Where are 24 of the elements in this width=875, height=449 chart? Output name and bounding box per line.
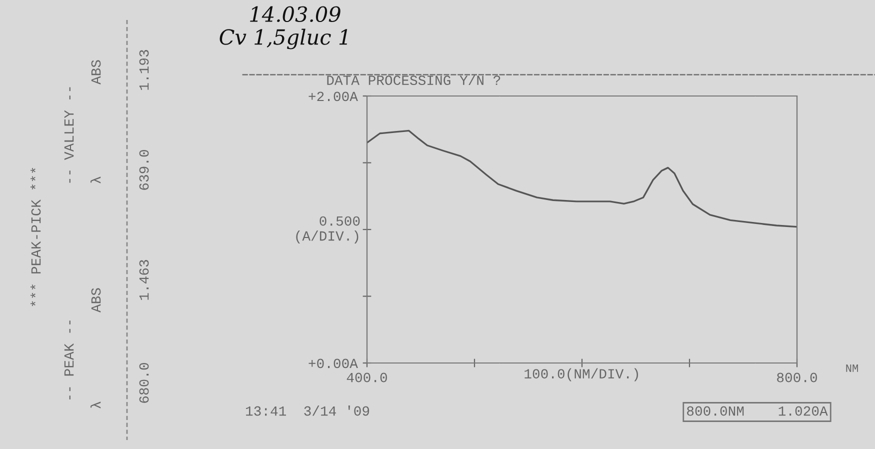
- y-tick-label: +2.00A: [308, 92, 358, 102]
- text: 14.03.09: [250, 6, 340, 22]
- x-axis-title: 100.0(NM/DIV.): [524, 368, 638, 382]
- text: NM: [846, 364, 858, 372]
- text: 680.0: [139, 363, 149, 403]
- text: -- VALLEY --: [64, 87, 74, 183]
- text: 1.193: [139, 50, 149, 90]
- text: ABS: [91, 288, 101, 313]
- y-tick-label: +0.00A: [308, 358, 358, 368]
- line-series: [367, 130, 797, 228]
- text: 800.0NM 1.020A: [687, 406, 828, 416]
- x-tick-label: 400.0: [346, 372, 387, 382]
- y-axis-title: 0.500 (A/DIV.): [296, 216, 360, 244]
- text: -- PEAK --: [64, 320, 74, 400]
- text: 13:41 3/14 '09: [246, 406, 370, 416]
- x-tick-label: 800.0: [777, 372, 817, 382]
- text: 1.463: [139, 260, 149, 300]
- chart-title: DATA PROCESSING Y/N ?: [327, 74, 500, 86]
- text: λ: [90, 402, 101, 408]
- text: *** PEAK-PICK ***: [30, 168, 41, 306]
- text: λ: [90, 176, 101, 184]
- text: Cv 1,5gluc 1: [220, 28, 348, 50]
- text: 639.0: [139, 150, 149, 190]
- text: ABS: [91, 60, 101, 85]
